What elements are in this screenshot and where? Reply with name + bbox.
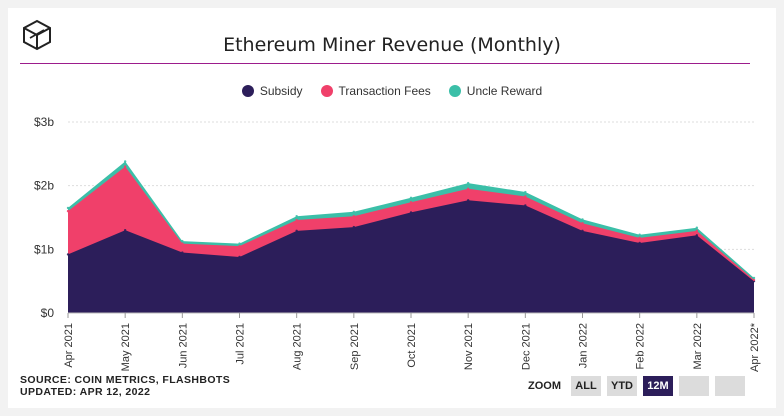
chart-legend: Subsidy Transaction Fees Uncle Reward (0, 84, 784, 98)
data-point-transaction-fees (466, 187, 470, 191)
data-point-transaction-fees (123, 165, 127, 168)
data-point-uncle-reward (123, 160, 127, 163)
zoom-blank-button-2[interactable] (715, 376, 745, 396)
data-point-transaction-fees (66, 209, 70, 213)
x-tick-label: Feb 2022 (635, 323, 647, 369)
zoom-blank-button-1[interactable] (679, 376, 709, 396)
data-point-transaction-fees (524, 195, 527, 198)
data-point-subsidy (409, 211, 413, 214)
x-tick-label: Sep 2021 (349, 323, 361, 370)
data-point-uncle-reward (524, 190, 527, 194)
data-point-uncle-reward (695, 226, 699, 229)
y-tick-label: $3b (34, 115, 54, 129)
y-tick-label: $0 (41, 306, 55, 320)
data-point-transaction-fees (581, 222, 584, 225)
chart-title: Ethereum Miner Revenue (Monthly) (223, 34, 561, 56)
data-point-uncle-reward (638, 233, 641, 236)
data-point-subsidy (524, 204, 527, 207)
data-point-subsidy (238, 255, 241, 259)
legend-dot-uncle-reward (448, 85, 461, 97)
data-point-transaction-fees (295, 218, 298, 222)
data-point-subsidy (638, 241, 641, 245)
data-point-uncle-reward (581, 218, 584, 221)
x-tick-label: Dec 2021 (520, 323, 532, 370)
area-subsidy (68, 200, 754, 313)
legend-label-subsidy: Subsidy (259, 84, 303, 98)
data-point-transaction-fees (409, 201, 413, 204)
data-point-subsidy (181, 251, 184, 254)
legend-item-uncle-reward[interactable]: Uncle Reward (448, 84, 543, 98)
updated-text: UPDATED: APR 12, 2022 (20, 386, 151, 398)
legend-dot-subsidy (241, 85, 254, 97)
legend-item-transaction-fees[interactable]: Transaction Fees (320, 84, 431, 98)
data-point-uncle-reward (352, 210, 356, 213)
data-point-uncle-reward (752, 276, 756, 280)
legend-item-subsidy[interactable]: Subsidy (241, 84, 303, 98)
zoom-ytd-button[interactable]: YTD (607, 376, 637, 396)
data-point-subsidy (695, 234, 699, 237)
data-point-subsidy (123, 229, 127, 232)
legend-label-uncle-reward: Uncle Reward (466, 84, 543, 98)
x-tick-label: Apr 2022* (749, 322, 761, 372)
data-point-uncle-reward (66, 206, 70, 210)
data-point-transaction-fees (181, 242, 184, 245)
title-divider (20, 63, 750, 64)
x-tick-label: Jul 2021 (235, 323, 247, 365)
legend-dot-transaction-fees (320, 85, 333, 97)
data-point-uncle-reward (466, 181, 470, 185)
zoom-all-button[interactable]: ALL (571, 376, 601, 396)
x-tick-label: Apr 2021 (63, 323, 75, 368)
zoom-12m-button[interactable]: 12M (643, 376, 673, 396)
y-tick-label: $2b (34, 179, 54, 193)
source-note: SOURCE: COIN METRICS, FLASHBOTS UPDATED:… (20, 374, 230, 398)
x-tick-label: Nov 2021 (463, 323, 475, 370)
data-point-subsidy (352, 225, 356, 229)
data-point-subsidy (66, 253, 70, 256)
data-point-subsidy (466, 199, 470, 202)
x-tick-label: Mar 2022 (692, 323, 704, 369)
x-tick-label: Jan 2022 (578, 323, 590, 368)
zoom-label: ZOOM (528, 380, 561, 392)
x-tick-label: May 2021 (120, 323, 132, 371)
data-point-transaction-fees (695, 229, 699, 233)
data-point-transaction-fees (238, 244, 241, 248)
legend-label-transaction-fees: Transaction Fees (338, 84, 431, 98)
y-tick-label: $1b (34, 242, 54, 256)
x-tick-label: Oct 2021 (406, 323, 418, 368)
data-point-transaction-fees (752, 278, 756, 282)
data-point-transaction-fees (352, 215, 356, 218)
x-tick-label: Aug 2021 (292, 323, 304, 370)
x-tick-label: Jun 2021 (177, 323, 189, 368)
data-point-uncle-reward (181, 239, 184, 243)
logo-cube-icon (23, 19, 51, 51)
data-point-uncle-reward (409, 196, 413, 199)
zoom-controls: ZOOM ALL YTD 12M (528, 376, 745, 396)
source-text: SOURCE: COIN METRICS, FLASHBOTS (20, 374, 231, 386)
data-point-uncle-reward (295, 215, 298, 218)
data-point-subsidy (581, 229, 584, 233)
data-point-transaction-fees (638, 236, 641, 240)
data-point-subsidy (295, 229, 298, 233)
data-point-uncle-reward (238, 242, 241, 245)
